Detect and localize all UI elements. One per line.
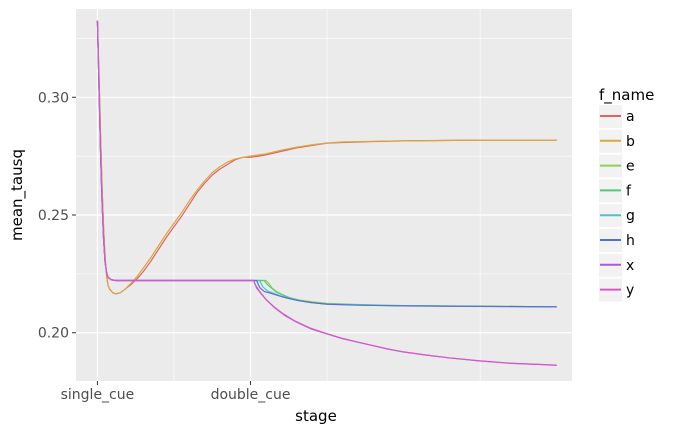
y-tick-label: 0.20 [38, 326, 69, 342]
series-line-y [96, 20, 557, 366]
legend-label-y: y [626, 283, 634, 299]
legend-label-h: h [626, 233, 635, 249]
legend-label-f: f [626, 183, 632, 199]
panel-background [76, 9, 572, 381]
x-tick-label: double_cue [211, 387, 291, 403]
x-axis-ticks: single_cue double_cue [61, 381, 291, 403]
y-axis-title: mean_tausq [8, 149, 27, 241]
legend-label-g: g [626, 208, 635, 224]
series-lines [96, 20, 557, 366]
legend-title: f_name [599, 86, 654, 105]
y-tick-label: 0.30 [38, 90, 69, 106]
legend-label-e: e [626, 159, 635, 175]
series-line-b [96, 20, 557, 295]
legend-label-a: a [626, 109, 635, 125]
y-axis-ticks: 0.20 0.25 0.30 [38, 90, 76, 342]
minor-grid [76, 9, 572, 381]
x-axis-title: stage [295, 407, 337, 425]
y-tick-label: 0.25 [38, 208, 69, 224]
legend-label-b: b [626, 134, 635, 150]
legend-label-x: x [626, 258, 634, 274]
x-tick-label: single_cue [61, 387, 135, 403]
